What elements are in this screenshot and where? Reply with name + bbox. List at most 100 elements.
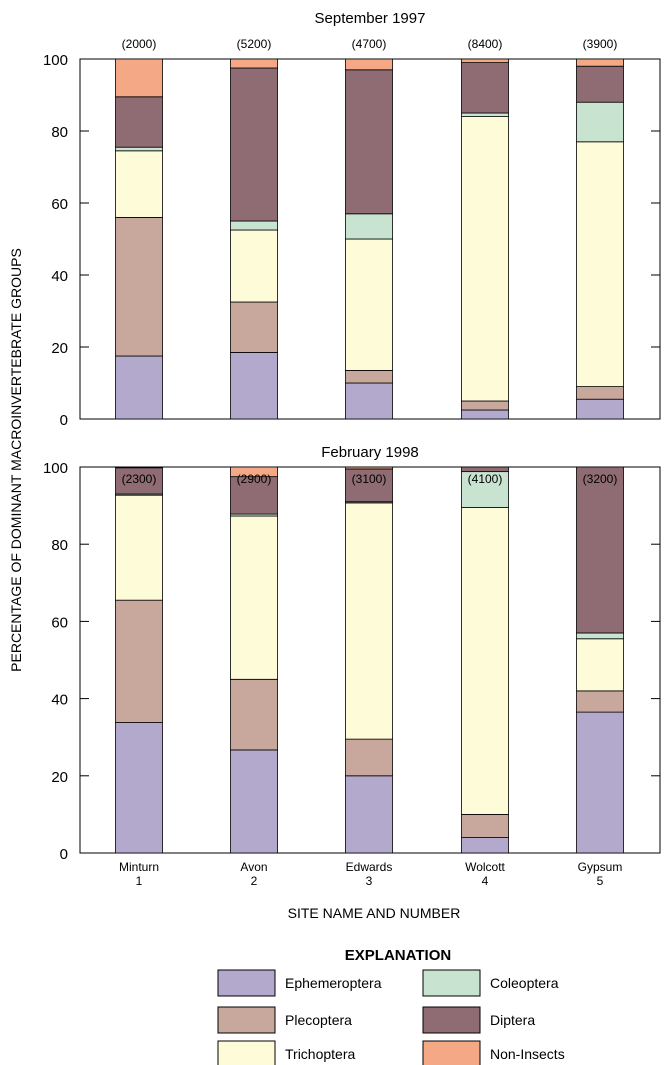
sample-count-label: (3100)	[352, 472, 387, 486]
sample-count-label: (2300)	[122, 472, 157, 486]
y-tick-label: 20	[51, 769, 68, 786]
y-tick-label: 0	[60, 846, 68, 863]
bar-segment-coleoptera	[576, 632, 624, 640]
legend-swatch-plecoptera	[217, 1006, 276, 1034]
bar-segment-diptera	[576, 65, 624, 103]
legend-title: EXPLANATION	[345, 947, 451, 964]
sample-count-label: (5200)	[237, 37, 272, 51]
bar-segment-coleoptera	[461, 471, 509, 508]
bar-segment-coleoptera	[461, 112, 509, 117]
y-tick-label: 100	[43, 52, 68, 69]
x-axis-label: SITE NAME AND NUMBER	[288, 905, 461, 921]
site-name-label: Avon	[240, 860, 267, 874]
bar-segment-trichoptera	[576, 141, 624, 388]
legend-swatch-ephemeroptera	[217, 969, 276, 997]
bar-segment-trichoptera	[461, 116, 509, 402]
site-name-label: Minturn	[119, 860, 159, 874]
legend-label-diptera: Diptera	[490, 1012, 535, 1028]
bar-segment-ephemeroptera	[576, 398, 624, 420]
bar-segment-coleoptera	[345, 213, 393, 240]
legend-swatch-coleoptera	[422, 969, 481, 997]
bar-segment-diptera	[345, 69, 393, 215]
bar-segment-coleoptera	[576, 101, 624, 143]
bar-segment-plecoptera	[345, 369, 393, 384]
y-tick-label: 20	[51, 340, 68, 357]
sample-count-label: (4700)	[352, 37, 387, 51]
legend-swatch-non-insects	[422, 1040, 481, 1065]
bar-segment-plecoptera	[230, 301, 278, 353]
legend-label-ephemeroptera: Ephemeroptera	[285, 975, 382, 991]
sample-count-label: (2900)	[237, 472, 272, 486]
site-name-label: Gypsum	[578, 860, 623, 874]
bar-segment-plecoptera	[115, 599, 163, 723]
bar-segment-non-insects	[576, 58, 624, 67]
bar-segment-diptera	[230, 67, 278, 222]
bar-segment-ephemeroptera	[461, 409, 509, 420]
bar-segment-diptera	[230, 476, 278, 515]
bar-segment-non-insects	[115, 466, 163, 469]
bar-segment-plecoptera	[345, 738, 393, 777]
bar-segment-plecoptera	[576, 690, 624, 713]
legend: EXPLANATION Ephemeroptera Coleoptera Pleco…	[217, 947, 565, 1065]
panel-february-1998: February 1998 0 20 40 60 80 100 (2300) (2900) (31…	[43, 444, 661, 863]
bar-segment-non-insects	[230, 58, 278, 69]
bar-segment-ephemeroptera	[115, 722, 163, 854]
y-tick-label: 40	[51, 268, 68, 285]
sample-count-label: (4100)	[468, 472, 503, 486]
bar-segment-plecoptera	[115, 216, 163, 357]
bar-segment-plecoptera	[461, 814, 509, 838]
bar-segment-plecoptera	[576, 386, 624, 400]
site-number-label: 5	[597, 874, 604, 888]
bar-segment-ephemeroptera	[115, 355, 163, 420]
y-tick-label: 100	[43, 460, 68, 477]
bar-segment-trichoptera	[461, 507, 509, 815]
bar-segment-trichoptera	[345, 502, 393, 740]
panel-title: September 1997	[315, 10, 426, 27]
site-number-label: 4	[482, 874, 489, 888]
bar-segment-trichoptera	[576, 638, 624, 692]
bar-segment-plecoptera	[230, 678, 278, 751]
legend-swatch-diptera	[422, 1006, 481, 1034]
bar-segment-diptera	[576, 466, 624, 634]
y-tick-label: 80	[51, 124, 68, 141]
bar-segment-ephemeroptera	[230, 749, 278, 854]
legend-swatch-trichoptera	[217, 1040, 276, 1065]
bar-segment-trichoptera	[115, 150, 163, 218]
sample-count-label: (2000)	[122, 37, 157, 51]
bar-segment-coleoptera	[230, 220, 278, 231]
bar-segment-ephemeroptera	[230, 351, 278, 420]
site-number-label: 1	[136, 874, 143, 888]
y-tick-label: 0	[60, 412, 68, 429]
bar-segment-ephemeroptera	[461, 837, 509, 854]
site-number-label: 3	[366, 874, 373, 888]
bar-segment-trichoptera	[230, 229, 278, 303]
bar-segment-trichoptera	[115, 494, 163, 601]
sample-count-label: (3200)	[583, 472, 618, 486]
bar-segment-diptera	[115, 96, 163, 148]
bar-segment-non-insects	[345, 58, 393, 71]
legend-label-coleoptera: Coleoptera	[490, 975, 559, 991]
bar-segment-diptera	[461, 62, 509, 114]
bar-segment-diptera	[461, 466, 509, 473]
bar-segment-ephemeroptera	[345, 775, 393, 854]
site-name-label: Wolcott	[465, 860, 505, 874]
y-tick-label: 80	[51, 537, 68, 554]
legend-label-trichoptera: Trichoptera	[285, 1046, 356, 1062]
sample-count-label: (3900)	[583, 37, 618, 51]
bar-segment-coleoptera	[115, 146, 163, 152]
bar-segment-non-insects	[345, 466, 393, 470]
y-tick-label: 40	[51, 692, 68, 709]
bar-segment-plecoptera	[461, 400, 509, 411]
legend-label-plecoptera: Plecoptera	[285, 1012, 352, 1028]
y-tick-label: 60	[51, 614, 68, 631]
bar-segment-diptera	[115, 467, 163, 495]
legend-label-non-insects: Non-Insects	[490, 1046, 565, 1062]
panel-september-1997: September 1997 0 20 40 60 80 100 (2000) (5200) (4…	[43, 10, 661, 429]
bar-segment-non-insects	[230, 466, 278, 478]
sample-count-label: (8400)	[468, 37, 503, 51]
y-axis-label: PERCENTAGE OF DOMINANT MACROINVERTEBRATE…	[8, 248, 24, 672]
bar-segment-trichoptera	[230, 515, 278, 680]
site-number-label: 2	[251, 874, 258, 888]
